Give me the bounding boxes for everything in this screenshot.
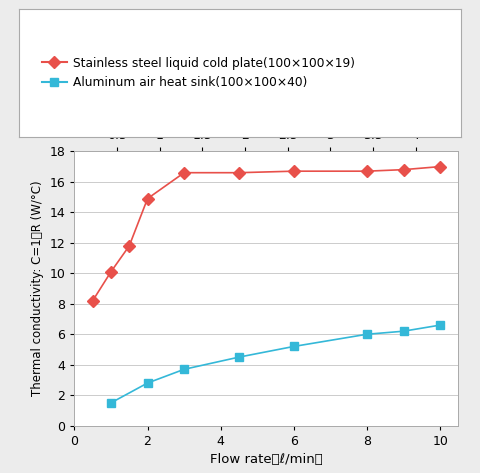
Y-axis label: Thermal conductivity: C=1／R (W/°C): Thermal conductivity: C=1／R (W/°C) (31, 181, 44, 396)
X-axis label: Flow rate（ℓ/min）: Flow rate（ℓ/min） (210, 453, 323, 466)
X-axis label: Wind speed(m/s): Wind speed(m/s) (210, 113, 323, 125)
Legend: Stainless steel liquid cold plate(100×100×19), Aluminum air heat sink(100×100×40: Stainless steel liquid cold plate(100×10… (38, 53, 359, 93)
